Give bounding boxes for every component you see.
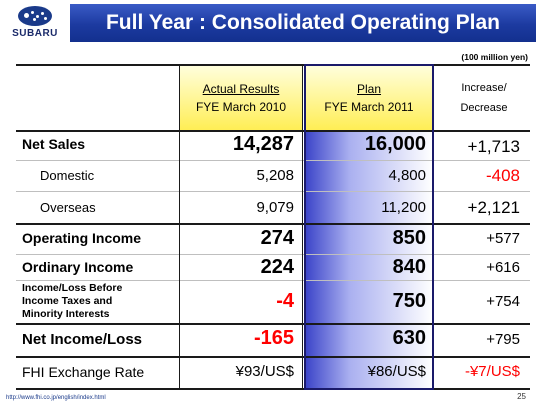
pleiades-emblem-icon (18, 6, 52, 26)
row-label-ordinary-income: Ordinary Income (22, 259, 134, 275)
logo-text: SUBARU (12, 28, 58, 39)
subaru-logo: SUBARU (4, 4, 66, 42)
unit-note: (100 million yen) (461, 52, 528, 62)
actual-exchange-rate: ¥93/US$ (235, 363, 294, 380)
page-number: 25 (517, 392, 526, 401)
actual-pretax-income: -4 (276, 290, 294, 312)
change-header-line1: Increase/ (461, 82, 507, 94)
row-label-operating-income: Operating Income (22, 230, 142, 246)
plan-column-gradient (305, 130, 433, 388)
plan-domestic: 4,800 (388, 167, 426, 184)
actual-header-background (179, 64, 302, 130)
plan-net-sales: 16,000 (364, 133, 426, 155)
page-title: Full Year : Consolidated Operating Plan (70, 4, 536, 42)
row-divider (16, 223, 530, 225)
change-operating-income: +577 (486, 230, 520, 247)
plan-column-border (304, 64, 434, 390)
column-divider (302, 64, 303, 390)
pretax-label-line3: Minority Interests (22, 308, 110, 320)
actual-domestic: 5,208 (256, 167, 294, 184)
plan-header-background (305, 64, 433, 130)
actual-overseas: 9,079 (256, 199, 294, 216)
plan-net-income: 630 (392, 327, 426, 349)
change-overseas: +2,121 (467, 198, 520, 217)
plan-exchange-rate: ¥86/US$ (367, 363, 426, 380)
actual-net-income: -165 (253, 327, 294, 349)
plan-pretax-income: 750 (392, 290, 426, 312)
plan-overseas: 11,200 (381, 199, 426, 216)
pretax-label-line1: Income/Loss Before (22, 282, 123, 294)
plan-operating-income: 850 (392, 227, 426, 249)
actual-net-sales: 14,287 (232, 133, 294, 155)
change-domestic: -408 (485, 166, 520, 185)
header-bottom-border (16, 130, 530, 132)
row-divider (16, 160, 530, 161)
row-divider (16, 191, 530, 192)
table-top-border (16, 64, 530, 66)
change-exchange-rate: -¥7/US$ (464, 363, 520, 380)
change-header-line2: Decrease (460, 102, 508, 114)
change-pretax-income: +754 (486, 293, 520, 310)
footer-url-link[interactable]: http://www.fhi.co.jp/english/index.html (6, 395, 106, 401)
pretax-label-line2: Income Taxes and (22, 295, 113, 307)
actual-ordinary-income: 224 (260, 256, 294, 278)
row-label-net-sales: Net Sales (22, 136, 86, 152)
row-divider (16, 280, 530, 281)
row-divider (16, 323, 530, 325)
actual-operating-income: 274 (260, 227, 294, 249)
change-ordinary-income: +616 (486, 259, 520, 276)
table-bottom-border (16, 388, 530, 390)
change-net-income: +795 (486, 331, 520, 348)
plan-column-header: Plan FYE March 2011 (306, 80, 432, 116)
actual-header-line2: FYE March 2010 (195, 100, 287, 114)
row-label-net-income: Net Income/Loss (22, 331, 143, 348)
row-divider (16, 254, 530, 255)
actual-header-line1: Actual Results (202, 82, 280, 96)
actual-column-header: Actual Results FYE March 2010 (180, 80, 302, 116)
row-label-pretax-income: Income/Loss Before Income Taxes and Mino… (22, 282, 122, 321)
row-divider (16, 356, 530, 358)
change-net-sales: +1,713 (467, 137, 520, 156)
row-label-domestic: Domestic (40, 168, 95, 183)
change-column-header: Increase/ Decrease (436, 78, 532, 118)
row-label-exchange-rate: FHI Exchange Rate (22, 364, 145, 380)
plan-ordinary-income: 840 (392, 256, 426, 278)
column-divider (179, 64, 180, 390)
row-label-overseas: Overseas (40, 200, 96, 215)
plan-header-line2: FYE March 2011 (324, 100, 414, 114)
plan-header-line1: Plan (356, 82, 382, 96)
